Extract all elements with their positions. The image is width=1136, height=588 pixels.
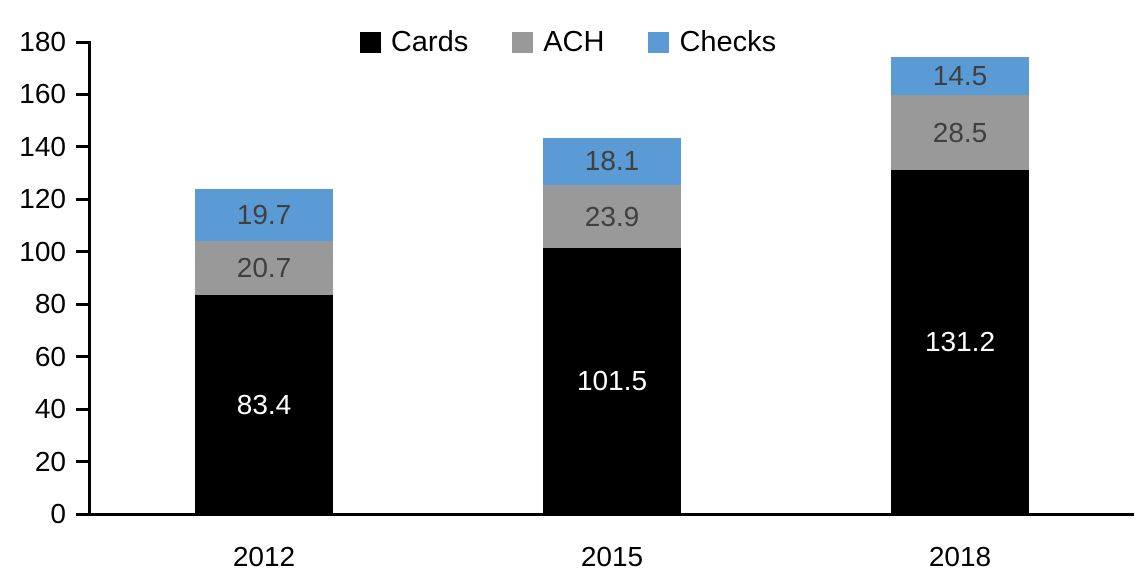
- y-axis-tick-label: 140: [19, 130, 66, 162]
- y-axis-line: [88, 41, 91, 516]
- bar-segment-value-label: 20.7: [236, 252, 292, 284]
- bar-segment-value-label: 19.7: [236, 199, 292, 231]
- x-axis-line: [88, 513, 1134, 516]
- bar-segment-cards-2015: 101.5: [543, 247, 681, 514]
- y-axis-tick-mark: [76, 355, 90, 359]
- bar-2015: 101.5 23.9 18.1: [543, 0, 681, 514]
- bar-segment-checks-2018: 14.5: [891, 57, 1029, 96]
- legend-swatch-ach-icon: [512, 32, 534, 53]
- legend-swatch-cards-icon: [359, 32, 381, 53]
- legend-swatch-checks-icon: [648, 32, 670, 53]
- y-axis-tick-mark: [76, 197, 90, 201]
- y-axis-tick-label: 160: [19, 78, 66, 110]
- legend-item-cards: Cards: [359, 26, 469, 58]
- bar-segment-value-label: 18.1: [584, 145, 640, 177]
- bar-segment-value-label: 14.5: [932, 60, 988, 92]
- bar-segment-cards-2012: 83.4: [195, 295, 333, 514]
- legend-label-checks: Checks: [679, 26, 777, 58]
- y-axis-tick-mark: [76, 92, 90, 96]
- y-axis-tick-mark: [76, 40, 90, 44]
- chart-legend: Cards ACH Checks: [0, 28, 1136, 57]
- y-axis-tick-mark: [76, 460, 90, 464]
- y-axis-tick-label: 60: [34, 340, 66, 372]
- bar-segment-cards-2018: 131.2: [891, 169, 1029, 514]
- legend-label-ach: ACH: [543, 26, 605, 58]
- y-axis-tick-mark: [76, 302, 90, 306]
- y-axis-tick-label: 40: [34, 393, 66, 425]
- y-axis-tick-mark: [76, 407, 90, 411]
- bar-2012: 83.4 20.7 19.7: [195, 0, 333, 514]
- bar-segment-ach-2015: 23.9: [543, 185, 681, 248]
- bar-2018: 131.2 28.5 14.5: [891, 0, 1029, 514]
- y-axis-tick-label: 180: [19, 26, 66, 57]
- bar-segment-checks-2012: 19.7: [195, 189, 333, 242]
- bar-segment-value-label: 83.4: [236, 388, 292, 420]
- legend-item-checks: Checks: [648, 28, 776, 57]
- y-axis-tick-mark: [76, 512, 90, 516]
- y-axis-tick-label: 0: [50, 498, 66, 529]
- bar-segment-value-label: 28.5: [932, 116, 988, 148]
- y-axis-tick-label: 20: [34, 445, 66, 477]
- bar-segment-checks-2015: 18.1: [543, 137, 681, 186]
- y-axis-tick-label: 120: [19, 183, 66, 215]
- bar-segment-value-label: 101.5: [576, 364, 648, 396]
- y-axis-tick-label: 80: [34, 288, 66, 320]
- legend-label-cards: Cards: [390, 26, 469, 58]
- bar-segment-value-label: 23.9: [584, 200, 640, 232]
- bar-segment-ach-2012: 20.7: [195, 241, 333, 296]
- y-axis-tick-mark: [76, 145, 90, 149]
- x-axis-label-2015: 2015: [580, 541, 644, 572]
- x-axis-label-2012: 2012: [232, 541, 296, 572]
- x-axis-label-2018: 2018: [928, 541, 992, 572]
- bar-segment-ach-2018: 28.5: [891, 95, 1029, 170]
- y-axis-tick-label: 100: [19, 235, 66, 267]
- legend-item-ach: ACH: [512, 28, 604, 57]
- y-axis-tick-mark: [76, 250, 90, 254]
- bar-segment-value-label: 131.2: [924, 325, 996, 357]
